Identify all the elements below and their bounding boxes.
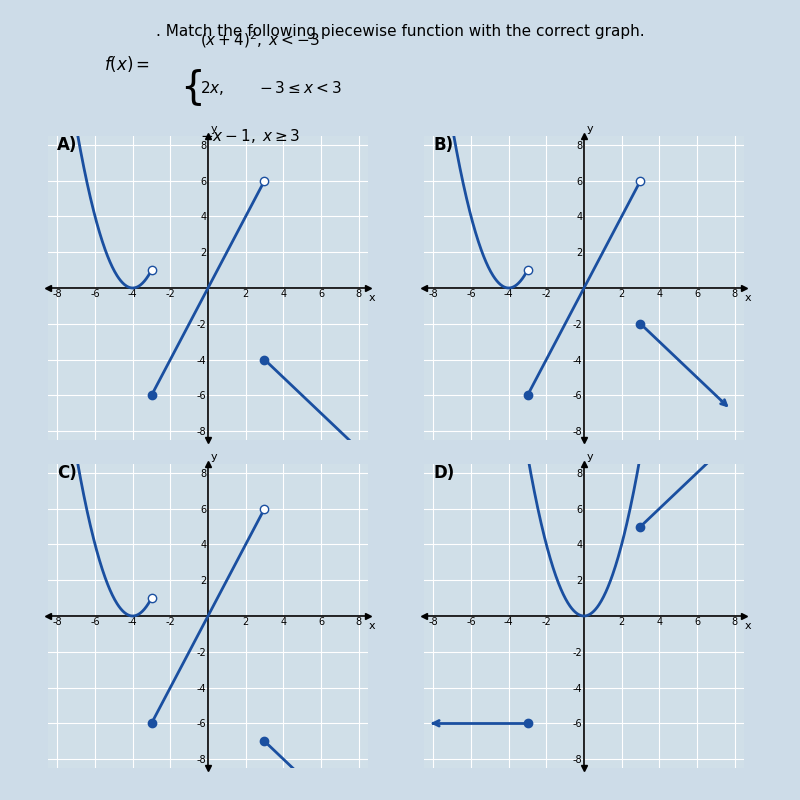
Text: D): D) [434,464,454,482]
Text: y: y [210,453,217,462]
Text: x: x [745,293,751,302]
Text: y: y [586,453,593,462]
Text: $\{$: $\{$ [180,67,202,109]
Text: . Match the following piecewise function with the correct graph.: . Match the following piecewise function… [156,24,644,39]
Text: $(x+4)^2, \; x < -3$: $(x+4)^2, \; x < -3$ [200,30,320,50]
Text: A): A) [58,136,78,154]
Text: x: x [745,621,751,630]
Text: $f(x) =$: $f(x) =$ [104,54,150,74]
Text: x: x [369,293,375,302]
Text: y: y [586,125,593,134]
Text: C): C) [58,464,77,482]
Text: $-x-1, \; x \geq 3$: $-x-1, \; x \geq 3$ [200,127,301,145]
Text: x: x [369,621,375,630]
Text: B): B) [434,136,454,154]
Text: $2x, \quad\quad -3 \leq x < 3$: $2x, \quad\quad -3 \leq x < 3$ [200,79,342,97]
Text: y: y [210,125,217,134]
